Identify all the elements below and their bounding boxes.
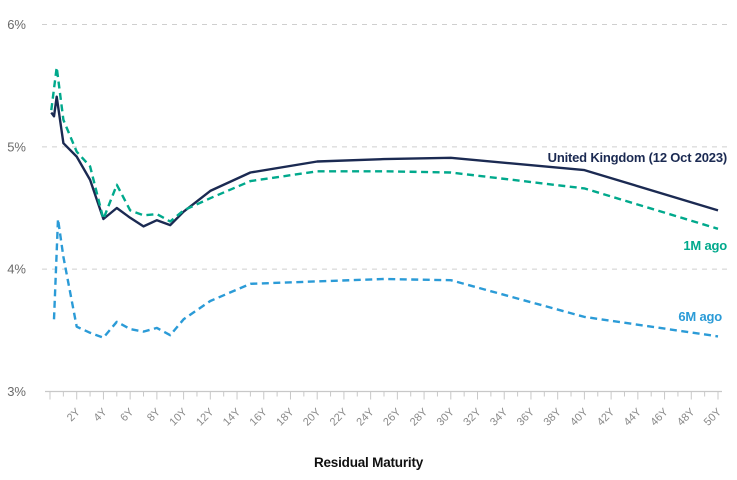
series-label-united-kingdom: United Kingdom (12 Oct 2023): [547, 150, 728, 165]
x-tick-label-8y: 8Y: [145, 406, 163, 424]
x-tick-label-48y: 48Y: [675, 406, 698, 429]
x-tick-label-4y: 4Y: [92, 406, 110, 424]
y-tick-label-4%: 4%: [7, 262, 26, 277]
x-tick-label-42y: 42Y: [595, 406, 618, 429]
x-tick-label-20y: 20Y: [301, 406, 324, 429]
x-tick-label-10y: 10Y: [167, 406, 190, 429]
x-tick-label-40y: 40Y: [568, 406, 591, 429]
x-tick-label-28y: 28Y: [408, 406, 431, 429]
x-tick-label-32y: 32Y: [461, 406, 484, 429]
x-tick-label-6y: 6Y: [118, 406, 136, 424]
x-tick-label-12y: 12Y: [194, 406, 217, 429]
y-tick-label-5%: 5%: [7, 139, 26, 154]
x-tick-label-50y: 50Y: [702, 406, 725, 429]
y-tick-label-3%: 3%: [7, 384, 26, 399]
x-tick-label-34y: 34Y: [488, 406, 511, 429]
series-label-1m-ago: 1M ago: [683, 238, 727, 253]
x-tick-label-46y: 46Y: [648, 406, 671, 429]
x-tick-label-22y: 22Y: [328, 406, 351, 429]
x-tick-label-2y: 2Y: [65, 406, 83, 424]
y-tick-label-6%: 6%: [7, 17, 26, 32]
x-tick-label-44y: 44Y: [622, 406, 645, 429]
x-tick-label-24y: 24Y: [354, 406, 377, 429]
x-tick-label-14y: 14Y: [221, 406, 244, 429]
x-tick-label-38y: 38Y: [541, 406, 564, 429]
series-label-6m-ago: 6M ago: [678, 309, 722, 324]
x-axis-title: Residual Maturity: [313, 455, 424, 470]
x-tick-label-16y: 16Y: [248, 406, 271, 429]
x-tick-label-26y: 26Y: [381, 406, 404, 429]
series-line-six-months-ago: [52, 217, 719, 339]
x-tick-label-18y: 18Y: [274, 406, 297, 429]
x-tick-label-36y: 36Y: [515, 406, 538, 429]
x-tick-label-30y: 30Y: [435, 406, 458, 429]
series-line-one-month-ago: [50, 66, 719, 230]
series-line-united-kingdom-current: [50, 95, 719, 228]
